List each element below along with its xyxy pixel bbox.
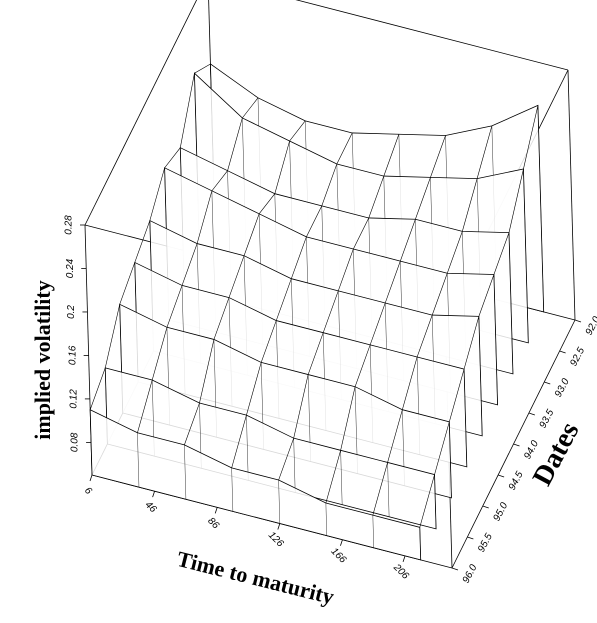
x-tick bbox=[277, 523, 281, 530]
y-tick bbox=[482, 505, 489, 509]
surface-hatch bbox=[293, 438, 296, 493]
surface-maturity-line bbox=[137, 97, 259, 433]
surface-hatch bbox=[246, 415, 249, 481]
box-edge bbox=[295, 0, 569, 71]
x-tick bbox=[89, 474, 93, 482]
surface-hatch bbox=[184, 444, 187, 500]
y-tick-label: 94.5 bbox=[507, 470, 526, 493]
x-tick-label: 86 bbox=[205, 516, 221, 532]
x-tick bbox=[340, 539, 343, 546]
y-tick bbox=[451, 567, 459, 571]
surface-hatch bbox=[463, 369, 468, 467]
y-tick-label: 92.5 bbox=[568, 346, 587, 369]
y-tick bbox=[574, 319, 582, 323]
surface-hatch bbox=[231, 467, 234, 512]
surface-hatch bbox=[434, 474, 437, 529]
surface-hatch bbox=[89, 409, 93, 476]
x-tick bbox=[152, 491, 155, 498]
surface-hatch bbox=[137, 432, 140, 488]
surface-hatch bbox=[537, 105, 544, 312]
surface-hatch bbox=[493, 274, 498, 405]
x-tick-label: 126 bbox=[266, 530, 286, 550]
x-tick-label: 166 bbox=[329, 546, 349, 566]
surface-hatch bbox=[478, 316, 483, 436]
x-tick bbox=[402, 555, 406, 562]
surface-hatch bbox=[340, 450, 343, 505]
z-axis-title: implied volatility bbox=[30, 280, 55, 440]
box-edge bbox=[567, 69, 576, 321]
y-tick bbox=[544, 381, 551, 385]
surface-maturity-line bbox=[89, 63, 211, 410]
x-tick-label: 206 bbox=[390, 561, 411, 582]
surface-maturity-line bbox=[278, 134, 400, 481]
surface-hatch bbox=[449, 421, 452, 498]
surface-maturity-line bbox=[419, 105, 539, 528]
y-tick-label: 95.0 bbox=[491, 501, 510, 524]
y-tick-label: 95.5 bbox=[476, 532, 495, 555]
y-tick bbox=[467, 536, 474, 540]
y-tick-label: 92.0 bbox=[584, 315, 597, 338]
z-tick-label: 0.16 bbox=[67, 345, 78, 365]
y-tick-label: 96.0 bbox=[461, 563, 480, 586]
x-axis-title: Time to maturity bbox=[175, 546, 337, 609]
y-tick bbox=[513, 443, 520, 447]
y-tick-label: 93.0 bbox=[553, 377, 572, 400]
surface-maturity-line bbox=[325, 135, 446, 504]
surface-hatch bbox=[387, 462, 390, 517]
surface-maturity-line bbox=[231, 132, 353, 468]
x-tick bbox=[214, 507, 218, 514]
z-tick-label: 0.12 bbox=[69, 389, 80, 409]
z-tick-label: 0.2 bbox=[66, 305, 77, 319]
x-tick-label: 6 bbox=[82, 485, 94, 497]
surface-hatch bbox=[508, 232, 514, 374]
box-edge bbox=[84, 0, 198, 226]
y-tick bbox=[497, 474, 505, 478]
surface-hatch bbox=[278, 480, 281, 524]
y-tick bbox=[559, 350, 566, 354]
surface-hatch bbox=[325, 503, 327, 536]
z-tick-label: 0.28 bbox=[64, 215, 75, 235]
x-tick-label: 46 bbox=[143, 499, 159, 515]
z-tick-label: 0.24 bbox=[65, 258, 76, 278]
y-tick bbox=[528, 412, 536, 416]
surface-hatch bbox=[523, 168, 529, 343]
surface-maturity-line bbox=[372, 125, 493, 516]
z-tick-label: 0.08 bbox=[70, 432, 81, 452]
surface-hatch bbox=[372, 515, 374, 548]
surface-maturity-line bbox=[184, 120, 306, 446]
surface-hatch bbox=[419, 527, 421, 560]
